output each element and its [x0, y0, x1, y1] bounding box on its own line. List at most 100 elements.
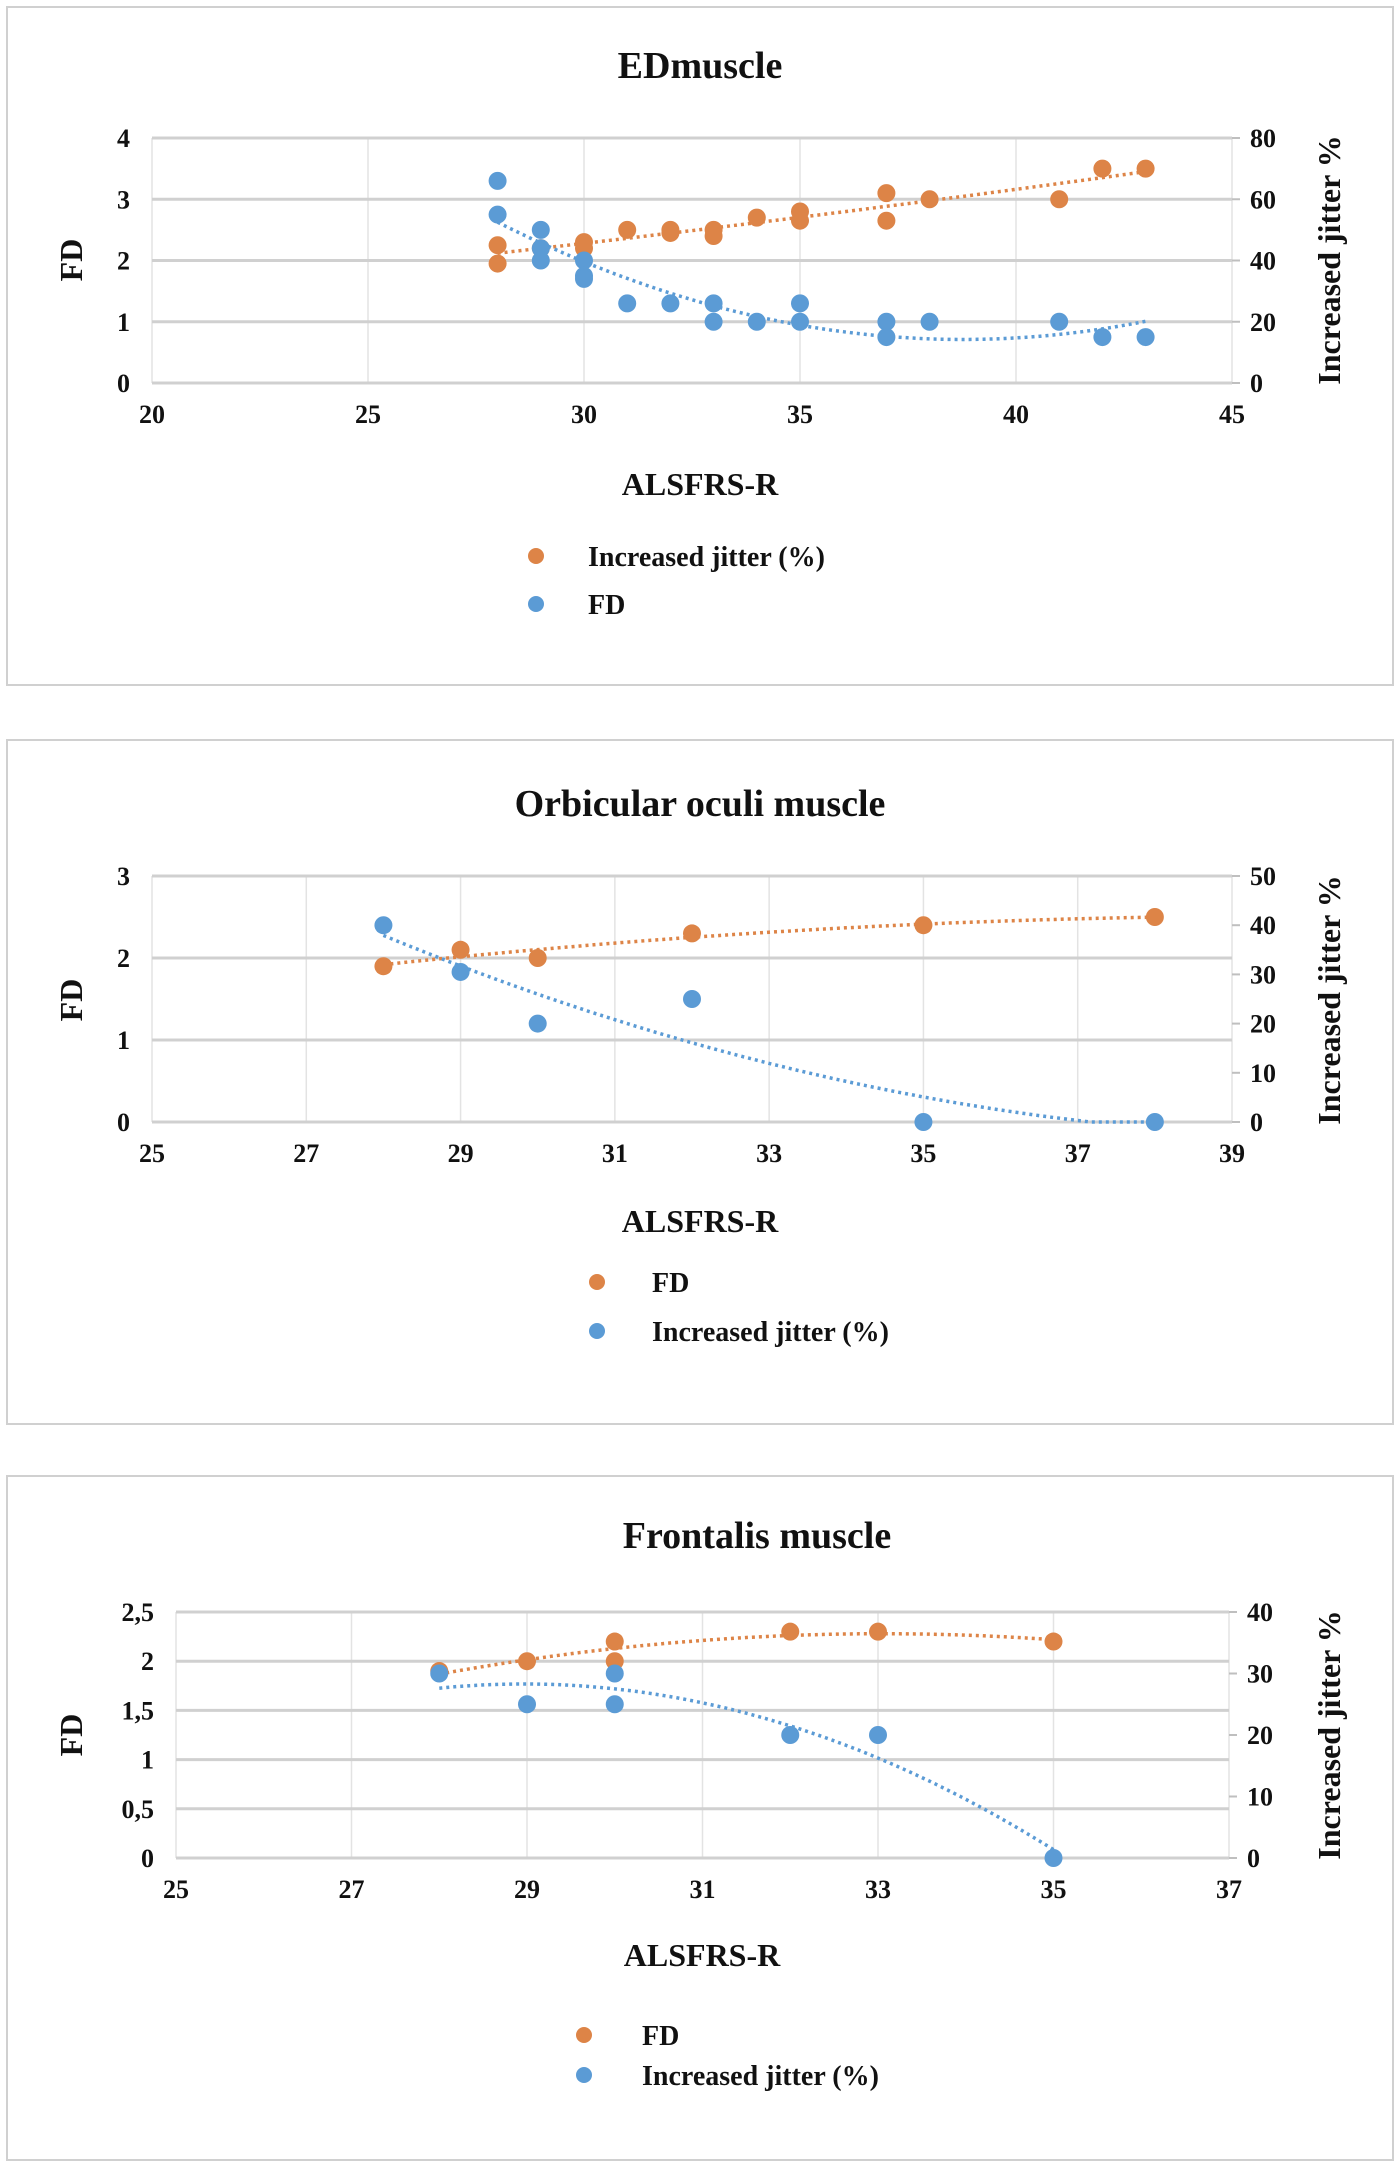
- legend-marker-jitter: [589, 1323, 605, 1339]
- chart-title: Frontalis muscle: [623, 1515, 891, 1557]
- data-point: [605, 1664, 624, 1683]
- data-point: [683, 990, 701, 1008]
- x-tick-label: 31: [602, 1139, 628, 1168]
- trendline: [438, 1631, 1054, 1676]
- data-point: [704, 312, 723, 331]
- data-point: [605, 1652, 624, 1671]
- y2-axis-label: Increased jitter %: [1311, 875, 1347, 1124]
- data-point: [1050, 312, 1069, 331]
- y-tick-label: 0: [141, 1844, 154, 1873]
- data-point: [877, 328, 896, 347]
- y-tick-label: 4: [117, 124, 130, 153]
- y2-tick-label: 20: [1250, 1010, 1276, 1039]
- data-point: [791, 294, 809, 313]
- x-tick-label: 35: [787, 400, 813, 429]
- y2-tick-label: 40: [1250, 911, 1276, 940]
- y2-tick-label: 30: [1247, 1660, 1273, 1689]
- legend-marker-jitter: [528, 548, 544, 564]
- x-tick-label: 33: [865, 1875, 891, 1904]
- data-point: [451, 962, 470, 981]
- trendline: [383, 915, 1155, 967]
- data-point: [661, 223, 680, 242]
- legend-marker-fd: [589, 1274, 605, 1290]
- y2-axis-label: Increased jitter %: [1311, 1610, 1347, 1859]
- data-point: [618, 220, 637, 239]
- chart-ed-muscle: EDmuscle ALSFRS-R FD Increased jitter % …: [6, 6, 1394, 686]
- y-tick-label: 2: [141, 1647, 154, 1676]
- y2-tick-label: 30: [1250, 960, 1276, 989]
- data-point: [869, 1726, 887, 1744]
- x-tick-label: 37: [1065, 1139, 1091, 1168]
- series-orange: [430, 1622, 1063, 1681]
- data-point: [791, 312, 809, 331]
- y2-tick-label: 80: [1250, 124, 1276, 153]
- data-point: [605, 1632, 624, 1651]
- data-point: [704, 294, 723, 313]
- legend-marker-fd: [528, 596, 544, 612]
- x-tick-label: 30: [571, 400, 597, 429]
- series-orange: [374, 908, 1164, 976]
- chart-panel: [6, 739, 1394, 1425]
- data-point: [451, 940, 470, 959]
- x-axis-label: ALSFRS-R: [622, 1203, 779, 1239]
- x-tick-label: 40: [1003, 400, 1029, 429]
- x-tick-label: 39: [1219, 1139, 1245, 1168]
- y2-tick-label: 20: [1247, 1721, 1273, 1750]
- chart-panel: [6, 1475, 1394, 2161]
- data-point: [781, 1622, 800, 1641]
- y-tick-label: 0: [117, 1108, 130, 1137]
- legend-marker-jitter: [576, 2067, 592, 2083]
- chart-panel: [6, 6, 1394, 686]
- data-point: [1093, 328, 1112, 347]
- data-point: [1044, 1632, 1063, 1651]
- y-tick-label: 3: [117, 185, 130, 214]
- x-tick-label: 35: [910, 1139, 936, 1168]
- data-point: [1044, 1849, 1063, 1867]
- y-tick-label: 0,5: [122, 1795, 155, 1824]
- x-tick-label: 35: [1041, 1875, 1067, 1904]
- y-axis-label: FD: [53, 1714, 89, 1757]
- data-point: [781, 1726, 800, 1744]
- x-tick-label: 33: [756, 1139, 782, 1168]
- y-tick-label: 1: [141, 1746, 154, 1775]
- data-point: [920, 190, 939, 209]
- data-point: [618, 294, 637, 313]
- x-tick-label: 37: [1216, 1875, 1242, 1904]
- data-point: [1093, 159, 1112, 178]
- y2-tick-label: 50: [1250, 862, 1276, 891]
- data-point: [877, 184, 896, 203]
- series-blue: [374, 916, 1164, 1131]
- x-tick-label: 29: [448, 1139, 474, 1168]
- legend-label-fd: FD: [588, 590, 625, 621]
- legend-label-jitter: Increased jitter (%): [588, 542, 825, 573]
- chart-title: Orbicular oculi muscle: [515, 783, 886, 825]
- data-point: [528, 949, 547, 967]
- data-point: [374, 916, 393, 935]
- data-point: [747, 208, 766, 227]
- x-tick-label: 27: [293, 1139, 319, 1168]
- data-point: [518, 1695, 536, 1714]
- data-point: [488, 171, 507, 190]
- data-point: [605, 1695, 624, 1714]
- y-tick-label: 2: [117, 944, 130, 973]
- chart-title: EDmuscle: [618, 45, 783, 87]
- data-point: [518, 1652, 536, 1671]
- data-point: [488, 254, 507, 273]
- data-point: [914, 1113, 933, 1131]
- series-blue: [488, 171, 1155, 347]
- legend-label-fd: FD: [642, 2021, 679, 2052]
- gridlines: [151, 874, 1240, 1124]
- data-point: [1050, 190, 1069, 209]
- data-point: [1136, 159, 1155, 178]
- data-point: [528, 1014, 547, 1033]
- data-point: [914, 916, 933, 935]
- data-point: [488, 205, 507, 224]
- y2-axis-label: Increased jitter %: [1311, 135, 1347, 384]
- x-axis-label: ALSFRS-R: [622, 466, 779, 502]
- data-point: [683, 924, 701, 943]
- y-tick-label: 2,5: [122, 1598, 155, 1627]
- x-tick-label: 25: [139, 1139, 165, 1168]
- series-blue: [430, 1664, 1063, 1867]
- x-axis-label: ALSFRS-R: [624, 1937, 781, 1973]
- legend-label-fd: FD: [652, 1268, 689, 1299]
